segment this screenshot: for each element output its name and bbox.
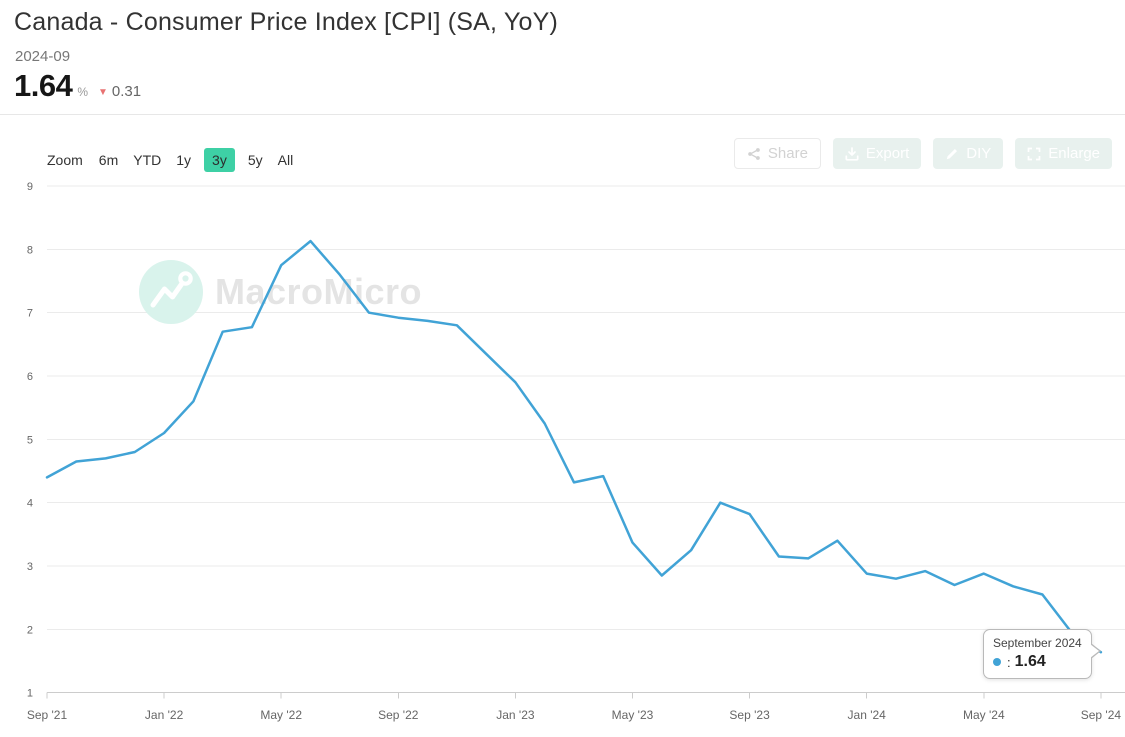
range-button-3y[interactable]: 3y <box>204 148 235 172</box>
range-selector: Zoom 6m YTD 1y 3y 5y All <box>47 148 295 172</box>
chart-tooltip: September 2024 : 1.64 <box>983 629 1101 679</box>
range-button-all[interactable]: All <box>277 152 294 168</box>
value-change: 0.31 <box>111 83 142 100</box>
export-button[interactable]: Export <box>832 138 922 169</box>
diy-button[interactable]: DIY <box>933 138 1004 169</box>
tooltip-value: 1.64 <box>1014 653 1046 670</box>
zoom-label: Zoom <box>47 152 83 168</box>
range-button-1y[interactable]: 1y <box>176 152 192 168</box>
enlarge-button[interactable]: Enlarge <box>1015 138 1112 169</box>
download-icon <box>845 146 859 161</box>
series-marker-icon <box>993 658 1001 666</box>
share-button-label: Share <box>767 145 808 162</box>
down-triangle-icon: ▼ <box>98 87 108 98</box>
range-button-6m[interactable]: 6m <box>98 152 119 168</box>
latest-value: 1.64 <box>14 68 73 103</box>
expand-icon <box>1027 147 1041 160</box>
tooltip-date: September 2024 <box>993 636 1082 650</box>
share-button[interactable]: Share <box>733 138 821 169</box>
cpi-line-series[interactable] <box>45 239 1103 654</box>
latest-value-row: 1.64 % ▼ 0.31 <box>14 68 141 104</box>
latest-date: 2024-09 <box>15 48 71 65</box>
diy-button-label: DIY <box>966 145 992 162</box>
value-unit: % <box>77 85 89 99</box>
header-divider <box>0 114 1125 115</box>
range-button-ytd[interactable]: YTD <box>133 152 162 168</box>
enlarge-button-label: Enlarge <box>1048 145 1100 162</box>
action-buttons: Share Export DIY Enlarge <box>733 138 1112 169</box>
tooltip-value-row: : 1.64 <box>993 653 1082 671</box>
pencil-icon <box>947 148 958 159</box>
export-button-label: Export <box>865 145 910 162</box>
tooltip-separator: : <box>1007 654 1011 670</box>
range-button-5y[interactable]: 5y <box>247 152 263 168</box>
page-title: Canada - Consumer Price Index [CPI] (SA,… <box>14 8 558 36</box>
share-icon <box>748 147 760 160</box>
